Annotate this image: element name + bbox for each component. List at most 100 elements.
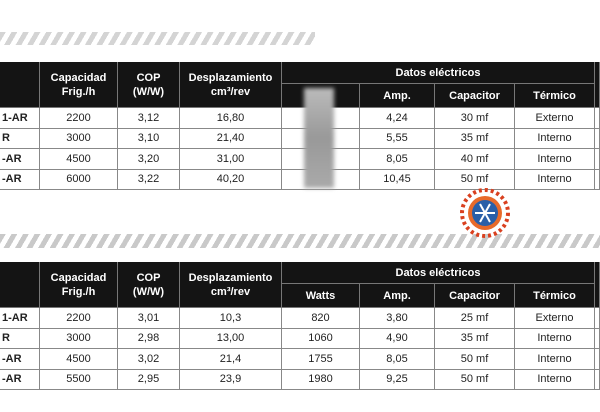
cell: 3,02 xyxy=(118,349,180,370)
cell: 13,00 xyxy=(180,328,282,349)
header-line: Desplazamiento xyxy=(188,271,273,284)
cell: 8,05 xyxy=(360,149,435,170)
header-line: cm³/rev xyxy=(210,285,251,298)
cell: 2,98 xyxy=(118,328,180,349)
cell: 1755 xyxy=(282,349,360,370)
cell xyxy=(595,328,600,349)
group-header: Datos eléctricos xyxy=(282,262,595,284)
cell: 2200 xyxy=(40,308,118,329)
cell: 21,40 xyxy=(180,128,282,149)
cell: 40,20 xyxy=(180,169,282,190)
cell xyxy=(595,349,600,370)
cell: 40 mf xyxy=(435,149,515,170)
cell xyxy=(595,369,600,390)
cell: 8,05 xyxy=(360,349,435,370)
header-line: Frig./h xyxy=(61,85,96,98)
cell: 21,4 xyxy=(180,349,282,370)
cell: Interno xyxy=(515,149,595,170)
cell xyxy=(595,308,600,329)
cell: 1980 xyxy=(282,369,360,390)
header-line: Capacidad xyxy=(50,71,107,84)
cell: 16,80 xyxy=(180,108,282,129)
sub-header: Capacitor xyxy=(435,284,515,308)
cell: 4500 xyxy=(40,349,118,370)
model-cell: -AR xyxy=(0,369,40,390)
cell: 50 mf xyxy=(435,349,515,370)
header-line: COP xyxy=(136,271,161,284)
header-line: (W/W) xyxy=(132,285,165,298)
cell: Interno xyxy=(515,128,595,149)
cell: 5,55 xyxy=(360,128,435,149)
header-line: COP xyxy=(136,71,161,84)
model-cell: R xyxy=(0,128,40,149)
cell xyxy=(595,108,600,129)
cell: 3,80 xyxy=(360,308,435,329)
cell: 35 mf xyxy=(435,328,515,349)
cell: 4,24 xyxy=(360,108,435,129)
header-cell xyxy=(0,262,40,308)
cell: 25 mf xyxy=(435,308,515,329)
stripe xyxy=(0,234,600,248)
sub-header: Térmico xyxy=(515,284,595,308)
cell: 3,01 xyxy=(118,308,180,329)
cell: 4500 xyxy=(40,149,118,170)
model-cell: R xyxy=(0,328,40,349)
model-cell: -AR xyxy=(0,149,40,170)
cell: Interno xyxy=(515,349,595,370)
blurred-region xyxy=(304,88,334,188)
cell: 31,00 xyxy=(180,149,282,170)
cell: 4,90 xyxy=(360,328,435,349)
cell: 50 mf xyxy=(435,169,515,190)
model-cell: 1-AR xyxy=(0,308,40,329)
sub-header: Amp. xyxy=(360,284,435,308)
cell: 35 mf xyxy=(435,128,515,149)
column-header: COP (W/W) xyxy=(118,62,180,108)
model-cell: 1-AR xyxy=(0,108,40,129)
cell xyxy=(595,169,600,190)
cell: 3,20 xyxy=(118,149,180,170)
sub-header: Capacitor xyxy=(435,84,515,108)
group-header: Datos eléctricos xyxy=(282,62,595,84)
header-line: Frig./h xyxy=(61,285,96,298)
header-cell xyxy=(0,62,40,108)
stripe xyxy=(0,32,315,45)
cell: 6000 xyxy=(40,169,118,190)
logo xyxy=(460,188,510,238)
cell: 30 mf xyxy=(435,108,515,129)
header-line: (W/W) xyxy=(132,85,165,98)
header-line: Desplazamiento xyxy=(188,71,273,84)
model-cell: -AR xyxy=(0,349,40,370)
header-line: cm³/rev xyxy=(210,85,251,98)
cell: 23,9 xyxy=(180,369,282,390)
cell: 3000 xyxy=(40,328,118,349)
sub-header: Watts xyxy=(282,284,360,308)
cell: 10,45 xyxy=(360,169,435,190)
cell: 3,10 xyxy=(118,128,180,149)
cell: 820 xyxy=(282,308,360,329)
cell: 1060 xyxy=(282,328,360,349)
cell xyxy=(595,128,600,149)
cell: Interno xyxy=(515,169,595,190)
cell: 5500 xyxy=(40,369,118,390)
cell: Externo xyxy=(515,308,595,329)
column-header: COP (W/W) xyxy=(118,262,180,308)
column-header: Capacidad Frig./h xyxy=(40,62,118,108)
header-cell xyxy=(595,62,600,108)
header-cell xyxy=(595,262,600,308)
column-header: Capacidad Frig./h xyxy=(40,262,118,308)
sub-header: Amp. xyxy=(360,84,435,108)
column-header: Desplazamiento cm³/rev xyxy=(180,262,282,308)
sub-header: Térmico xyxy=(515,84,595,108)
column-header: Desplazamiento cm³/rev xyxy=(180,62,282,108)
cell: 2200 xyxy=(40,108,118,129)
header-line: Capacidad xyxy=(50,271,107,284)
cell: 9,25 xyxy=(360,369,435,390)
cell: 3,12 xyxy=(118,108,180,129)
cell: Interno xyxy=(515,328,595,349)
cell: 3,22 xyxy=(118,169,180,190)
cell xyxy=(595,149,600,170)
cell: 50 mf xyxy=(435,369,515,390)
cell: 2,95 xyxy=(118,369,180,390)
model-cell: -AR xyxy=(0,169,40,190)
